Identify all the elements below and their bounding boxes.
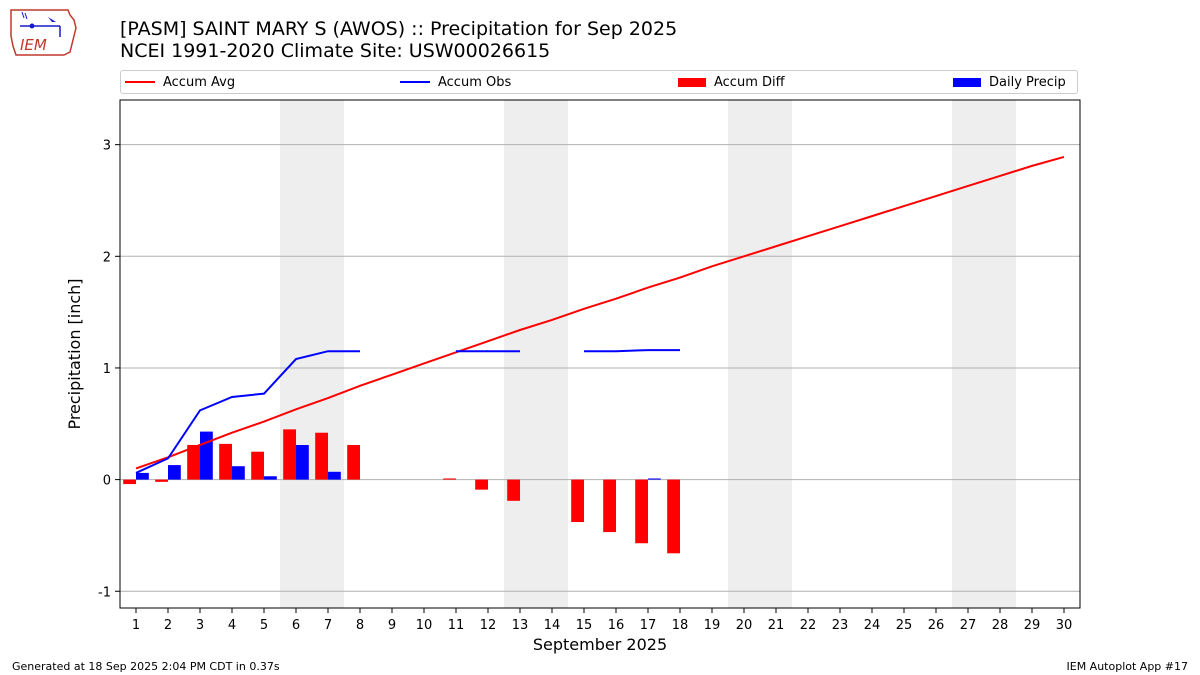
y-axis-label: Precipitation [inch] — [65, 278, 84, 429]
accum-diff-bar — [603, 479, 616, 533]
x-tick-label: 28 — [992, 618, 1009, 633]
daily-precip-bar — [232, 466, 245, 480]
x-tick-label: 1 — [132, 618, 140, 633]
x-tick-label: 21 — [768, 618, 785, 633]
y-tick-label: 0 — [103, 474, 111, 489]
weekend-band — [280, 100, 344, 608]
weekend-band — [504, 100, 568, 608]
x-tick-label: 13 — [512, 618, 529, 633]
accum-diff-bar — [571, 479, 584, 523]
legend-swatch-daily-precip — [953, 77, 981, 87]
x-tick-label: 16 — [608, 618, 625, 633]
iem-iowa-logo-icon: IEM — [10, 9, 77, 56]
x-tick-label: 4 — [228, 618, 236, 633]
accum-obs-line — [584, 349, 680, 353]
legend-label-daily-precip: Daily Precip — [989, 74, 1066, 90]
accum-avg-line — [135, 155, 1065, 470]
daily-precip-bar — [264, 476, 277, 480]
chart-legend: Accum Avg Accum Obs Accum Diff Daily Pre… — [120, 70, 1078, 94]
x-tick-label: 11 — [448, 618, 465, 633]
plot-frame — [119, 99, 1081, 609]
x-tick-label: 14 — [544, 618, 561, 633]
accum-diff-bar — [155, 479, 168, 482]
x-tick-label: 22 — [800, 618, 817, 633]
legend-swatch-accum-diff — [678, 77, 706, 87]
accum-diff-bar — [123, 479, 136, 485]
legend-item-accum-avg: Accum Avg — [125, 71, 235, 93]
x-tick-label: 12 — [480, 618, 497, 633]
legend-item-daily-precip: Daily Precip — [953, 71, 1066, 93]
accum-obs-line — [135, 350, 360, 474]
accum-diff-bar — [443, 478, 456, 480]
x-tick-label: 6 — [292, 618, 300, 633]
accum-diff-bar — [475, 479, 488, 490]
y-tick-label: -1 — [98, 585, 111, 600]
x-tick-label: 2 — [164, 618, 172, 633]
x-tick-label: 18 — [672, 618, 689, 633]
legend-label-accum-avg: Accum Avg — [163, 74, 236, 90]
accum-diff-bar — [635, 479, 648, 544]
daily-precip-bar — [296, 444, 309, 480]
legend-item-accum-obs: Accum Obs — [400, 71, 511, 93]
x-tick-label: 5 — [260, 618, 268, 633]
accum-diff-bar — [187, 444, 200, 480]
daily-precip-bar — [168, 465, 181, 480]
x-tick-label: 30 — [1056, 618, 1073, 633]
legend-label-accum-diff: Accum Diff — [714, 74, 785, 90]
iem-logo: IEM — [8, 6, 80, 58]
accum-diff-bar — [347, 444, 360, 480]
x-tick-label: 8 — [356, 618, 364, 633]
x-tick-label: 23 — [832, 618, 849, 633]
x-tick-label: 26 — [928, 618, 945, 633]
x-tick-label: 25 — [896, 618, 913, 633]
logo-text: IEM — [20, 36, 47, 54]
daily-precip-bar — [648, 478, 661, 480]
footer-generated: Generated at 18 Sep 2025 2:04 PM CDT in … — [12, 660, 280, 673]
legend-swatch-accum-obs — [400, 81, 430, 83]
legend-label-accum-obs: Accum Obs — [438, 74, 512, 90]
daily-precip-bar — [136, 472, 149, 480]
accum-diff-bar — [507, 479, 520, 501]
x-tick-label: 20 — [736, 618, 753, 633]
legend-swatch-accum-avg — [125, 81, 155, 83]
chart-title-line1: [PASM] SAINT MARY S (AWOS) :: Precipitat… — [120, 18, 678, 40]
accum-diff-bar — [667, 479, 680, 554]
x-tick-label: 27 — [960, 618, 977, 633]
y-tick-label: 1 — [103, 362, 111, 377]
x-tick-label: 17 — [640, 618, 657, 633]
weekend-band — [952, 100, 1016, 608]
daily-precip-bar — [200, 431, 213, 480]
legend-item-accum-diff: Accum Diff — [678, 71, 785, 93]
x-tick-label: 24 — [864, 618, 881, 633]
accum-diff-bar — [315, 432, 328, 480]
x-tick-label: 19 — [704, 618, 721, 633]
accum-diff-bar — [283, 429, 296, 480]
x-tick-label: 7 — [324, 618, 332, 633]
y-tick-label: 2 — [103, 250, 111, 265]
footer-app: IEM Autoplot App #17 — [1066, 660, 1189, 673]
x-tick-label: 3 — [196, 618, 204, 633]
x-tick-label: 9 — [388, 618, 396, 633]
weekend-band — [728, 100, 792, 608]
x-tick-label: 29 — [1024, 618, 1041, 633]
daily-precip-bar — [328, 471, 341, 480]
x-tick-label: 10 — [416, 618, 433, 633]
x-axis-label: September 2025 — [533, 635, 667, 654]
accum-diff-bar — [219, 443, 232, 480]
y-tick-label: 3 — [103, 139, 111, 154]
accum-diff-bar — [251, 451, 264, 480]
x-tick-label: 15 — [576, 618, 593, 633]
chart-title-line2: NCEI 1991-2020 Climate Site: USW00026615 — [120, 40, 551, 62]
